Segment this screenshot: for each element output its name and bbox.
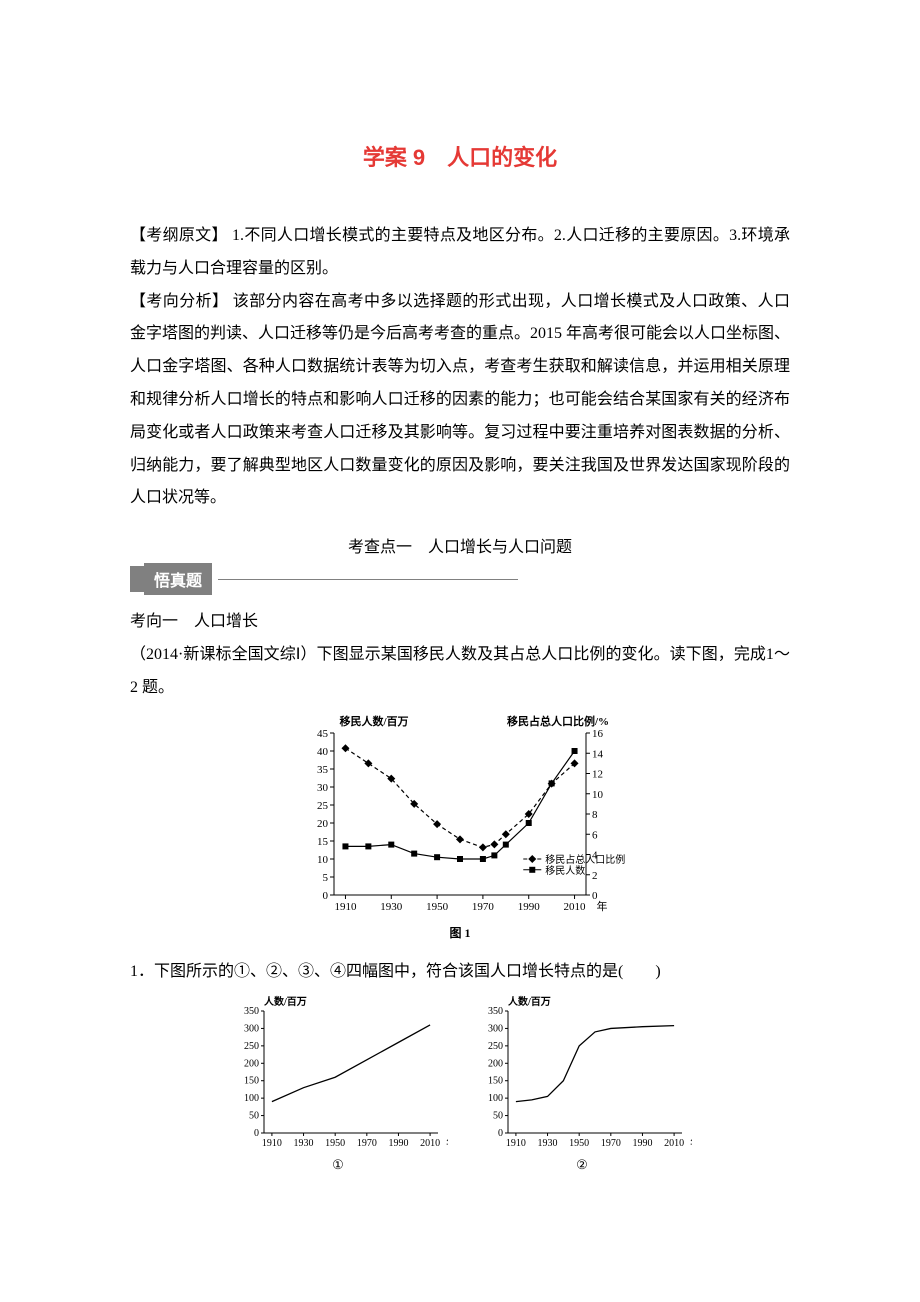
svg-text:250: 250: [244, 1040, 259, 1051]
svg-text:2010: 2010: [664, 1138, 684, 1149]
small-chart-2: 人数/百万 0 50 100 150 200 250 300 350 1910 1930 1950 19…: [472, 993, 692, 1173]
svg-text:移民人数/百万: 移民人数/百万: [339, 714, 408, 728]
svg-text:12: 12: [592, 768, 603, 780]
svg-text:年: 年: [446, 1136, 448, 1149]
exam-outline-text: 1.不同人口增长模式的主要特点及地区分布。2.人口迁移的主要原因。3.环境承载力…: [130, 227, 790, 277]
svg-text:20: 20: [317, 818, 329, 830]
svg-text:年: 年: [597, 899, 608, 913]
svg-text:150: 150: [244, 1075, 259, 1086]
exam-outline-label: 【考纲原文】: [130, 227, 228, 244]
analysis-label: 【考向分析】: [130, 293, 228, 310]
svg-text:图 1: 图 1: [449, 926, 470, 940]
svg-text:8: 8: [592, 809, 598, 821]
svg-text:35: 35: [317, 764, 329, 776]
svg-text:年: 年: [690, 1136, 692, 1149]
svg-text:1990: 1990: [632, 1138, 652, 1149]
svg-text:1950: 1950: [569, 1138, 589, 1149]
svg-text:150: 150: [488, 1075, 503, 1086]
svg-text:45: 45: [317, 728, 329, 740]
svg-text:1970: 1970: [472, 901, 495, 913]
svg-text:100: 100: [488, 1093, 503, 1104]
svg-text:人数/百万: 人数/百万: [508, 995, 551, 1008]
svg-text:0: 0: [323, 890, 329, 902]
tab-pre-block: [130, 566, 144, 592]
tab-label: 悟真题: [144, 563, 212, 595]
direction-heading: 考向一 人口增长: [130, 607, 790, 631]
svg-text:10: 10: [317, 854, 329, 866]
svg-text:14: 14: [592, 748, 604, 760]
svg-text:25: 25: [317, 800, 329, 812]
svg-text:1970: 1970: [357, 1138, 377, 1149]
exam-outline-paragraph: 【考纲原文】 1.不同人口增长模式的主要特点及地区分布。2.人口迁移的主要原因。…: [130, 220, 790, 286]
small-chart-1: 人数/百万 0 50 100 150 200 250 300 350 1910 1930 1950 19…: [228, 993, 448, 1173]
svg-text:1990: 1990: [518, 901, 541, 913]
svg-text:50: 50: [493, 1110, 503, 1121]
svg-text:移民占总人口比例: 移民占总人口比例: [545, 853, 625, 866]
exam-point-heading: 考查点一 人口增长与人口问题: [130, 533, 790, 557]
page-title: 学案 9 人口的变化: [130, 140, 790, 172]
svg-text:1930: 1930: [294, 1138, 314, 1149]
svg-text:0: 0: [254, 1128, 259, 1139]
svg-text:1910: 1910: [506, 1138, 526, 1149]
svg-text:移民占总人口比例/%: 移民占总人口比例/%: [507, 714, 609, 728]
svg-text:①: ①: [332, 1157, 344, 1172]
svg-text:2010: 2010: [564, 901, 587, 913]
svg-text:1990: 1990: [388, 1138, 408, 1149]
svg-text:350: 350: [488, 1006, 503, 1017]
svg-text:1910: 1910: [262, 1138, 282, 1149]
svg-text:6: 6: [592, 829, 598, 841]
dual-charts: 人数/百万 0 50 100 150 200 250 300 350 1910 1930 1950 19…: [130, 993, 790, 1173]
svg-text:40: 40: [317, 746, 329, 758]
svg-text:100: 100: [244, 1093, 259, 1104]
svg-text:200: 200: [244, 1058, 259, 1069]
chart1-wrap: 移民人数/百万移民占总人口比例/%05101520253035404502468…: [130, 711, 790, 946]
analysis-text: 该部分内容在高考中多以选择题的形式出现，人口增长模式及人口政策、人口金字塔图的判…: [130, 293, 790, 507]
svg-text:250: 250: [488, 1040, 503, 1051]
svg-text:300: 300: [488, 1023, 503, 1034]
svg-text:1930: 1930: [380, 901, 403, 913]
svg-text:10: 10: [592, 789, 604, 801]
svg-text:16: 16: [592, 728, 604, 740]
question-1: 1．下图所示的①、②、③、④四幅图中，符合该国人口增长特点的是( ): [130, 956, 790, 989]
analysis-paragraph: 【考向分析】 该部分内容在高考中多以选择题的形式出现，人口增长模式及人口政策、人…: [130, 286, 790, 516]
svg-text:50: 50: [249, 1110, 259, 1121]
svg-text:1930: 1930: [538, 1138, 558, 1149]
svg-text:350: 350: [244, 1006, 259, 1017]
svg-text:0: 0: [498, 1128, 503, 1139]
svg-text:200: 200: [488, 1058, 503, 1069]
svg-text:2010: 2010: [420, 1138, 440, 1149]
svg-text:1910: 1910: [334, 901, 357, 913]
svg-text:②: ②: [576, 1157, 588, 1172]
svg-text:30: 30: [317, 782, 329, 794]
chart1: 移民人数/百万移民占总人口比例/%05101520253035404502468…: [290, 711, 630, 941]
svg-text:人数/百万: 人数/百万: [264, 995, 307, 1008]
svg-text:15: 15: [317, 836, 329, 848]
svg-text:5: 5: [323, 872, 329, 884]
svg-text:1950: 1950: [426, 901, 449, 913]
tab-row: 悟真题: [130, 563, 790, 595]
svg-text:1970: 1970: [601, 1138, 621, 1149]
svg-text:300: 300: [244, 1023, 259, 1034]
svg-text:1950: 1950: [325, 1138, 345, 1149]
intro-text: （2014·新课标全国文综Ⅰ）下图显示某国移民人数及其占总人口比例的变化。读下图…: [130, 639, 790, 705]
tab-underline: [218, 579, 518, 580]
svg-text:2: 2: [592, 870, 598, 882]
svg-text:移民人数: 移民人数: [545, 864, 585, 877]
